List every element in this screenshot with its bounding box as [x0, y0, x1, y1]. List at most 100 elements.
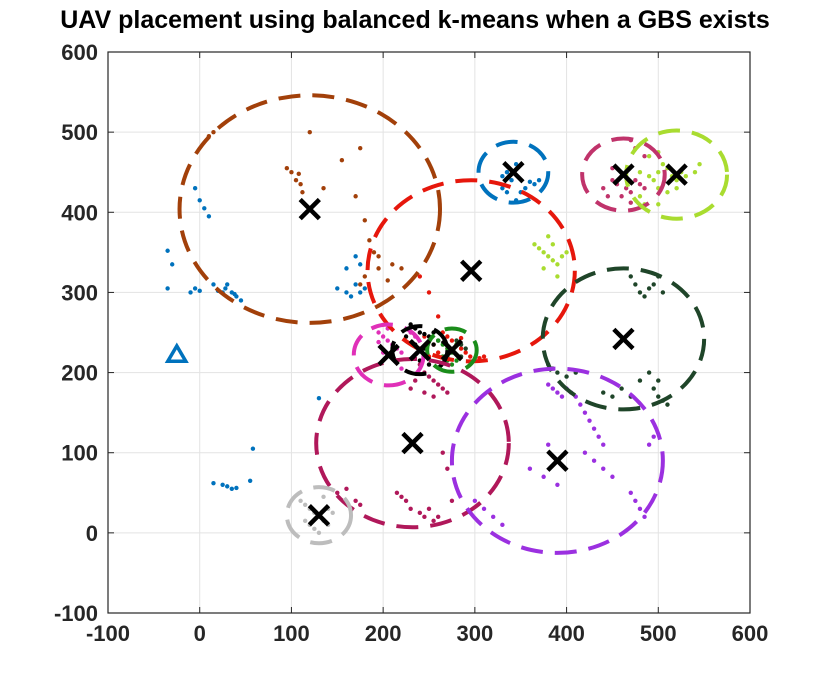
user-point — [307, 129, 312, 135]
user-point — [435, 514, 441, 520]
user-point — [504, 170, 510, 175]
user-point — [633, 498, 638, 503]
user-point — [358, 290, 363, 295]
user-point — [426, 362, 432, 367]
user-point — [321, 186, 326, 191]
user-point — [192, 186, 198, 191]
user-point — [697, 162, 702, 167]
user-point — [362, 286, 367, 291]
user-point — [642, 153, 647, 159]
user-point — [302, 518, 308, 524]
user-point — [633, 178, 638, 183]
user-point — [674, 178, 679, 183]
user-point — [321, 494, 326, 499]
user-point — [642, 514, 647, 520]
user-point — [440, 450, 445, 455]
user-point — [225, 484, 230, 489]
user-point — [316, 530, 322, 536]
y-tick-label: 300 — [61, 280, 98, 305]
user-point — [289, 170, 294, 175]
user-point — [656, 170, 661, 175]
user-point — [293, 178, 299, 183]
user-point — [541, 474, 546, 479]
user-point — [472, 498, 478, 503]
user-point — [399, 366, 404, 371]
user-point — [353, 194, 358, 199]
user-point — [358, 282, 363, 287]
user-point — [229, 486, 235, 491]
y-tick-label: 500 — [61, 120, 98, 145]
user-point — [637, 290, 643, 295]
user-point — [619, 194, 624, 199]
user-point — [344, 486, 349, 491]
user-point — [500, 522, 505, 528]
user-point — [362, 218, 367, 223]
user-point — [651, 178, 656, 183]
user-point — [660, 290, 666, 295]
user-point — [300, 190, 305, 195]
uav-marker — [408, 338, 432, 362]
user-point — [403, 334, 409, 339]
user-point — [417, 330, 423, 335]
user-point — [426, 506, 432, 512]
coverage-circle — [177, 93, 443, 325]
user-point — [637, 378, 643, 383]
user-point — [628, 490, 633, 495]
user-point — [358, 262, 363, 267]
coverage-circle — [580, 136, 667, 213]
user-point — [371, 250, 377, 255]
user-point — [431, 518, 436, 524]
user-point — [582, 450, 588, 455]
user-point — [353, 282, 358, 287]
user-point — [491, 514, 496, 520]
user-point — [628, 200, 633, 205]
user-point — [596, 434, 601, 439]
user-point — [541, 266, 546, 271]
user-point — [435, 382, 441, 387]
user-point — [646, 286, 652, 291]
user-point — [417, 510, 423, 516]
user-point — [555, 482, 560, 487]
x-tick-label: 600 — [732, 621, 769, 646]
user-point — [591, 426, 597, 431]
user-point — [367, 238, 372, 243]
user-point — [500, 174, 505, 179]
user-point — [358, 145, 363, 151]
x-tick-label: 100 — [273, 621, 310, 646]
user-point — [656, 202, 661, 207]
user-point — [591, 458, 597, 463]
user-point — [376, 339, 381, 345]
user-point — [582, 410, 588, 415]
user-point — [445, 334, 450, 339]
user-point — [399, 266, 404, 271]
uav-marker — [401, 431, 424, 455]
uav-marker — [502, 161, 525, 184]
user-point — [197, 288, 202, 294]
user-point — [197, 198, 202, 203]
user-point — [426, 374, 432, 379]
user-point — [559, 254, 565, 259]
user-point — [628, 190, 633, 195]
user-point — [601, 390, 606, 395]
user-point — [546, 234, 551, 239]
y-tick-label: 0 — [86, 521, 98, 546]
user-point — [546, 442, 551, 447]
user-point — [316, 396, 322, 401]
user-point — [376, 330, 381, 335]
x-tick-label: 300 — [456, 621, 493, 646]
y-tick-label: 100 — [61, 441, 98, 466]
user-point — [376, 254, 381, 259]
coverage-circle — [284, 485, 354, 546]
user-point — [550, 258, 556, 263]
user-point — [165, 248, 170, 253]
user-point — [605, 194, 611, 199]
user-point — [298, 182, 303, 187]
uav-marker — [460, 259, 483, 282]
user-point — [431, 394, 436, 399]
user-point — [435, 314, 441, 319]
gbs-triangle-marker — [164, 342, 189, 363]
user-point — [610, 394, 615, 399]
user-point — [440, 386, 445, 391]
user-point — [202, 206, 207, 211]
